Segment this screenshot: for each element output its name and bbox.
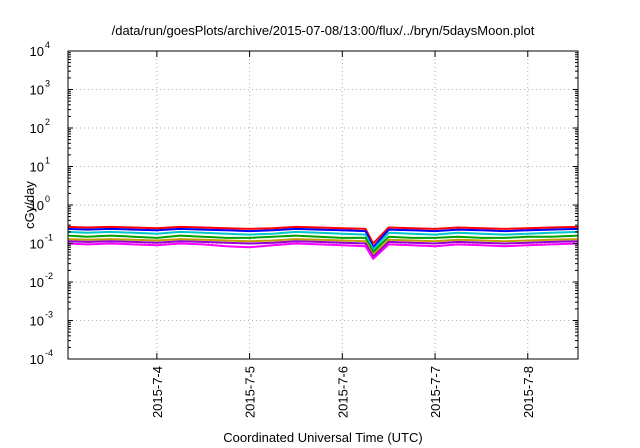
series-line-4 <box>67 234 579 253</box>
series-line-5 <box>67 238 579 257</box>
tick-marks <box>68 50 578 360</box>
chart-title: /data/run/goesPlots/archive/2015-07-08/1… <box>112 23 535 38</box>
y-tick-exponent: -4 <box>45 348 53 358</box>
y-tick-exponent: -1 <box>45 233 53 243</box>
y-tick-label: 10 <box>30 83 44 98</box>
y-tick-exponent: -2 <box>45 271 53 281</box>
y-tick-exponent: 2 <box>45 117 50 127</box>
series-line-3 <box>67 230 579 251</box>
y-tick-label: 10 <box>30 352 44 367</box>
y-tick-label: 10 <box>30 275 44 290</box>
series-line-2 <box>67 227 579 249</box>
x-tick-label: 2015-7-7 <box>428 366 443 418</box>
series-line-7 <box>67 242 579 260</box>
x-tick-label: 2015-7-6 <box>335 366 350 418</box>
y-tick-label: 10 <box>30 198 44 213</box>
y-tick-exponent: -3 <box>45 310 53 320</box>
y-tick-exponent: 1 <box>45 156 50 166</box>
y-tick-exponent: 4 <box>45 40 50 50</box>
x-axis-label: Coordinated Universal Time (UTC) <box>223 430 422 445</box>
y-tick-label: 10 <box>30 237 44 252</box>
y-tick-exponent: 3 <box>45 79 50 89</box>
series-line-1 <box>67 225 579 245</box>
y-axis-label: cGy/day <box>22 181 37 229</box>
x-tick-label: 2015-7-8 <box>521 366 536 418</box>
x-tick-labels: 2015-7-4 2015-7-5 2015-7-6 2015-7-7 2015-7-8 <box>150 366 536 418</box>
y-tick-label: 10 <box>30 44 44 59</box>
x-tick-label: 2015-7-5 <box>243 366 258 418</box>
y-tick-label: 10 <box>30 314 44 329</box>
y-tick-label: 10 <box>30 121 44 136</box>
gridlines <box>68 51 578 359</box>
series-line-6 <box>67 240 579 258</box>
series-layer <box>67 225 579 260</box>
x-tick-label: 2015-7-4 <box>150 366 165 418</box>
y-tick-label: 10 <box>30 160 44 175</box>
y-tick-exponent: 0 <box>45 194 50 204</box>
